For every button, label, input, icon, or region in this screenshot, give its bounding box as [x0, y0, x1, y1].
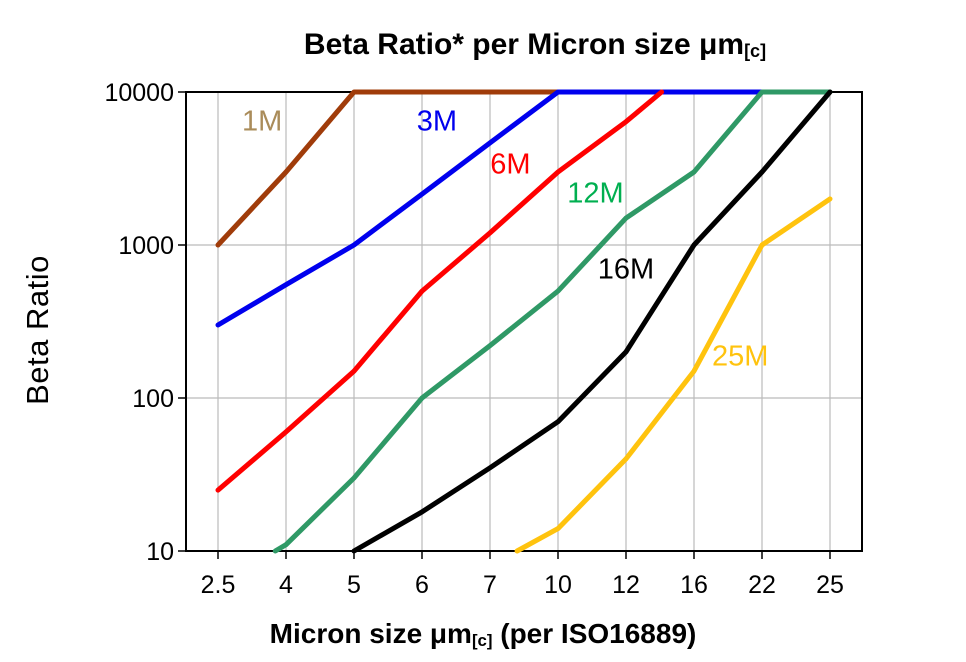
x-tick-label-2.5: 2.5: [201, 571, 236, 599]
series-label-12m: 12M: [567, 178, 623, 210]
x-tick-label-4: 4: [279, 571, 293, 599]
series-line-3m: [215, 89, 765, 328]
series-line-25m: [514, 196, 833, 554]
chart-title: Beta Ratio* per Micron size μm[c]: [52, 28, 966, 62]
x-axis-title-subscript: [c]: [471, 631, 493, 651]
x-tick-label-12: 12: [612, 571, 640, 599]
series-label-6m: 6M: [490, 149, 530, 181]
x-axis-title-mu: μm: [429, 618, 472, 649]
series-line-6m: [215, 89, 665, 493]
chart-title-mu: μm: [699, 28, 745, 61]
series-label-1m: 1M: [242, 106, 282, 138]
series-label-3m: 3M: [417, 106, 457, 138]
x-axis-title-post: (per ISO16889): [492, 618, 697, 649]
y-tick-label-10: 10: [146, 538, 174, 566]
y-tick-label-10000: 10000: [104, 79, 174, 107]
chart-title-subscript: [c]: [744, 41, 767, 62]
x-tick-label-10: 10: [544, 571, 572, 599]
x-axis-title-pre: Micron size: [269, 618, 430, 649]
x-tick-label-7: 7: [483, 571, 497, 599]
series-label-25m: 25M: [712, 340, 768, 372]
series-line-12m: [272, 89, 833, 554]
x-tick-label-16: 16: [680, 571, 708, 599]
series-line-1m: [215, 89, 561, 248]
x-tick-label-6: 6: [415, 571, 429, 599]
series-label-16m: 16M: [598, 254, 654, 286]
y-tick-label-100: 100: [132, 385, 174, 413]
series-line-16m: [351, 89, 833, 554]
x-tick-label-22: 22: [748, 571, 776, 599]
x-tick-label-5: 5: [347, 571, 361, 599]
y-tick-label-1000: 1000: [118, 232, 174, 260]
x-tick-label-25: 25: [816, 571, 844, 599]
chart-title-main: Beta Ratio* per Micron size: [303, 28, 700, 61]
x-axis-title: Micron size μm[c] (per ISO16889): [0, 618, 966, 651]
